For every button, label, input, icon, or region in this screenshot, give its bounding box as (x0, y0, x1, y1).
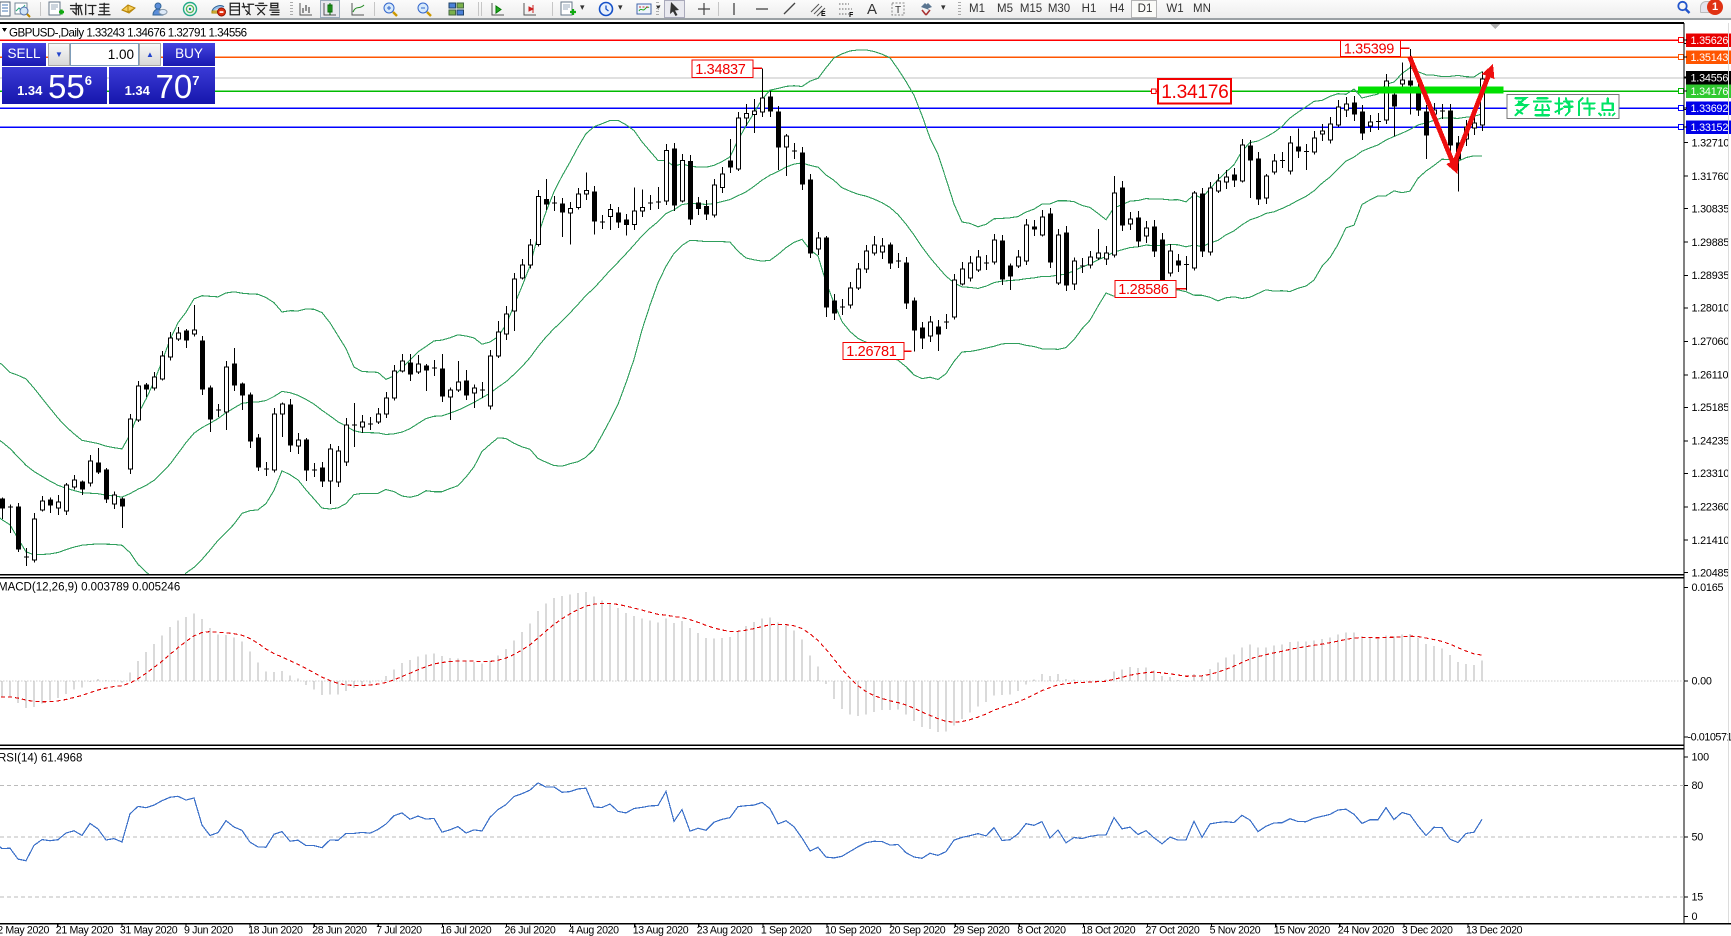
svg-text:13 Aug 2020: 13 Aug 2020 (633, 925, 689, 936)
svg-text:20 Sep 2020: 20 Sep 2020 (889, 925, 946, 936)
svg-text:F: F (849, 12, 854, 18)
svg-text:-0.010571: -0.010571 (1688, 732, 1731, 744)
svg-text:1.28586: 1.28586 (1118, 282, 1169, 298)
svg-text:GBPUSD-,Daily 1.33243 1.34676: GBPUSD-,Daily 1.33243 1.34676 1.32791 1.… (9, 27, 247, 40)
svg-text:T: T (895, 5, 901, 16)
svg-text:15 Nov 2020: 15 Nov 2020 (1274, 925, 1331, 936)
svg-text:1.33152: 1.33152 (1691, 122, 1729, 134)
svg-text:24 Nov 2020: 24 Nov 2020 (1338, 925, 1395, 936)
svg-text:0: 0 (1692, 911, 1698, 923)
svg-text:28 Jun 2020: 28 Jun 2020 (312, 925, 367, 936)
svg-text:80: 80 (1692, 780, 1704, 792)
svg-text:1.32710: 1.32710 (1692, 137, 1730, 149)
svg-text:1.35399: 1.35399 (1344, 42, 1395, 58)
svg-text:1.34176: 1.34176 (1691, 86, 1729, 98)
svg-text:1.23310: 1.23310 (1692, 468, 1730, 480)
svg-text:MACD(12,26,9) 0.003789 0.00524: MACD(12,26,9) 0.003789 0.005246 (0, 582, 180, 594)
svg-text:27 Oct 2020: 27 Oct 2020 (1146, 925, 1200, 936)
svg-text:1.33692: 1.33692 (1691, 103, 1729, 115)
svg-text:10 Sep 2020: 10 Sep 2020 (825, 925, 882, 936)
svg-text:29 Sep 2020: 29 Sep 2020 (953, 925, 1010, 936)
svg-text:12 May 2020: 12 May 2020 (0, 925, 50, 936)
svg-text:1.22360: 1.22360 (1692, 502, 1730, 514)
svg-text:3 Dec 2020: 3 Dec 2020 (1402, 925, 1453, 936)
svg-text:16 Jul 2020: 16 Jul 2020 (440, 925, 491, 936)
svg-text:50: 50 (1692, 832, 1704, 844)
svg-text:1.34837: 1.34837 (695, 62, 746, 78)
svg-text:0.00: 0.00 (1692, 676, 1712, 688)
svg-text:1.25185: 1.25185 (1692, 402, 1730, 414)
svg-text:1.26110: 1.26110 (1692, 370, 1729, 382)
svg-text:0.0165: 0.0165 (1692, 582, 1724, 594)
svg-text:RSI(14) 61.4968: RSI(14) 61.4968 (0, 753, 82, 765)
svg-text:1.30835: 1.30835 (1692, 203, 1730, 215)
svg-text:1.31760: 1.31760 (1692, 171, 1730, 183)
svg-text:4 Aug 2020: 4 Aug 2020 (569, 925, 620, 936)
svg-text:1.28010: 1.28010 (1692, 303, 1730, 315)
svg-text:1.26781: 1.26781 (846, 344, 897, 360)
svg-text:E: E (821, 11, 826, 18)
svg-text:100: 100 (1692, 752, 1710, 764)
svg-text:1.20485: 1.20485 (1692, 567, 1730, 579)
svg-text:9 Jun 2020: 9 Jun 2020 (184, 925, 233, 936)
svg-text:1.21410: 1.21410 (1692, 535, 1730, 547)
svg-text:5 Nov 2020: 5 Nov 2020 (1210, 925, 1261, 936)
svg-text:18 Jun 2020: 18 Jun 2020 (248, 925, 303, 936)
svg-text:26 Jul 2020: 26 Jul 2020 (505, 925, 556, 936)
svg-text:1.34176: 1.34176 (1161, 82, 1228, 103)
svg-text:1.34556: 1.34556 (1691, 73, 1729, 85)
svg-text:1.29885: 1.29885 (1692, 237, 1730, 249)
svg-text:31 May 2020: 31 May 2020 (120, 925, 178, 936)
svg-text:21 May 2020: 21 May 2020 (56, 925, 114, 936)
svg-text:7 Jul 2020: 7 Jul 2020 (376, 925, 422, 936)
svg-text:18 Oct 2020: 18 Oct 2020 (1081, 925, 1135, 936)
svg-text:8 Oct 2020: 8 Oct 2020 (1017, 925, 1066, 936)
svg-text:1 Sep 2020: 1 Sep 2020 (761, 925, 812, 936)
svg-text:13 Dec 2020: 13 Dec 2020 (1466, 925, 1523, 936)
svg-text:15: 15 (1692, 892, 1704, 904)
svg-text:1.27060: 1.27060 (1692, 336, 1730, 348)
svg-text:1.28935: 1.28935 (1692, 270, 1730, 282)
svg-text:1.35143: 1.35143 (1691, 52, 1729, 64)
svg-text:1.35626: 1.35626 (1691, 35, 1729, 47)
svg-text:23 Aug 2020: 23 Aug 2020 (697, 925, 753, 936)
svg-text:1.24235: 1.24235 (1692, 436, 1730, 448)
